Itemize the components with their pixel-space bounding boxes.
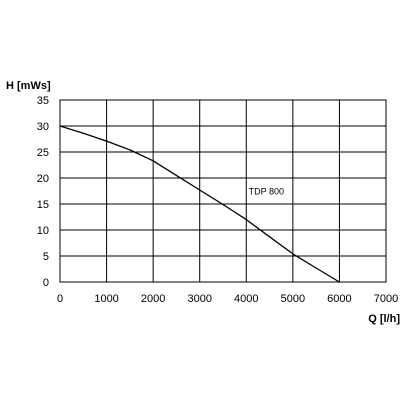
plot-grid — [59, 99, 387, 283]
y-tick-label: 35 — [37, 95, 49, 107]
x-tick-labels: 0 1000 2000 3000 4000 5000 6000 7000 — [57, 293, 398, 305]
y-axis-label: H [mWs] — [6, 80, 51, 92]
plot-frame — [59, 99, 387, 283]
x-tick-label: 5000 — [281, 293, 305, 305]
y-tick-label: 20 — [37, 173, 49, 185]
x-tick-label: 1000 — [94, 293, 118, 305]
x-tick-label: 3000 — [187, 293, 211, 305]
y-tick-label: 10 — [37, 225, 49, 237]
series-group: TDP 800 — [59, 125, 340, 283]
y-tick-label: 25 — [37, 147, 49, 159]
y-tick-label: 15 — [37, 199, 49, 211]
x-tick-label: 0 — [57, 293, 63, 305]
x-tick-label: 7000 — [374, 293, 398, 305]
series-label: TDP 800 — [249, 187, 284, 197]
y-tick-label: 0 — [43, 277, 49, 289]
x-tick-label: 2000 — [141, 293, 165, 305]
y-tick-label: 30 — [37, 121, 49, 133]
y-tick-label: 5 — [43, 251, 49, 263]
x-axis-label: Q [l/h] — [368, 313, 400, 325]
series-line-0 — [59, 125, 340, 283]
x-tick-label: 4000 — [234, 293, 258, 305]
y-tick-labels: 0 5 10 15 20 25 30 35 — [37, 95, 49, 289]
x-tick-label: 6000 — [327, 293, 351, 305]
